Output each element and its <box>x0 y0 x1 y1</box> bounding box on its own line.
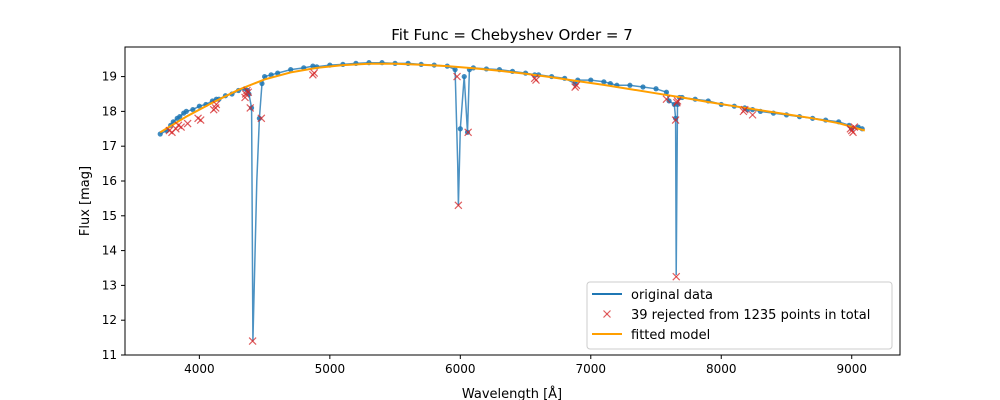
x-axis-ticks: 4000 5000 6000 7000 8000 9000 <box>184 355 867 376</box>
rejected-point-marker <box>740 105 749 114</box>
original-data-point <box>259 80 265 87</box>
rejected-point-marker <box>672 272 681 281</box>
original-data-point <box>666 98 672 104</box>
rejected-point-marker <box>454 201 463 210</box>
x-tick-label: 5000 <box>315 362 346 376</box>
y-tick-label: 16 <box>102 174 117 188</box>
x-tick-label: 7000 <box>576 362 607 376</box>
rejected-point-marker <box>671 116 680 125</box>
legend-label-original: original data <box>631 288 713 303</box>
rejected-point-marker <box>672 98 681 107</box>
plot-frame <box>124 46 901 356</box>
original-data-point <box>601 79 607 85</box>
legend: original data 39 rejected from 1235 poin… <box>586 281 893 350</box>
y-tick-label: 14 <box>102 244 117 258</box>
rejected-point-marker <box>212 100 221 109</box>
original-data-point <box>288 67 294 73</box>
chart-title: Fit Func = Chebyshev Order = 7 <box>391 26 633 44</box>
legend-box <box>586 281 893 350</box>
x-axis-label: Wavelength [Å] <box>462 386 562 400</box>
original-data-point <box>275 70 281 76</box>
rejected-point-marker <box>177 123 186 131</box>
original-data-point <box>461 73 467 80</box>
original-data-point <box>157 131 163 137</box>
rejected-point-marker <box>748 110 757 119</box>
original-data-point <box>196 103 202 109</box>
rejected-point-marker <box>850 123 859 131</box>
rejected-point-marker <box>453 72 461 81</box>
x-tick-label: 8000 <box>706 362 737 376</box>
y-axis-ticks: 11 12 13 14 15 16 17 18 19 <box>102 70 125 362</box>
plot-area <box>157 60 866 346</box>
y-tick-label: 17 <box>102 139 117 153</box>
original-data-point <box>457 126 463 132</box>
original-data-point <box>177 114 183 120</box>
rejected-point-marker <box>310 69 319 78</box>
rejected-point-marker <box>257 114 266 123</box>
legend-label-rejected: 39 rejected from 1235 points in total <box>631 308 870 323</box>
rejected-point-marker <box>532 76 540 84</box>
rejected-point-marker <box>244 88 253 97</box>
rejected-point-marker <box>673 97 682 105</box>
y-tick-label: 13 <box>102 278 117 292</box>
original-data-point <box>190 107 196 113</box>
rejected-point-marker <box>196 116 205 125</box>
rejected-point-marker <box>662 95 671 104</box>
original-data-point <box>653 86 659 92</box>
rejected-point-marker <box>246 103 255 112</box>
x-tick-label: 4000 <box>184 362 215 376</box>
legend-label-fit: fitted model <box>631 328 710 343</box>
y-axis-label: Flux [mag] <box>78 166 93 236</box>
original-data-point <box>663 89 670 95</box>
x-tick-label: 6000 <box>445 362 476 376</box>
original-data-point <box>262 73 268 80</box>
rejected-point-marker <box>248 337 257 346</box>
original-data-point <box>672 115 679 121</box>
original-data-point <box>588 77 594 83</box>
rejected-point-marker <box>183 119 192 128</box>
series-fitted-model-line <box>159 62 866 134</box>
rejected-point-marker <box>171 124 180 133</box>
legend-swatch-rejected <box>603 310 611 318</box>
original-data-point <box>627 82 633 88</box>
x-tick-label: 9000 <box>836 362 867 376</box>
y-tick-label: 18 <box>102 104 117 118</box>
y-tick-label: 11 <box>102 348 117 362</box>
original-data-point <box>183 108 189 114</box>
rejected-point-marker <box>464 128 473 137</box>
original-data-point <box>268 72 274 78</box>
rejected-point-marker <box>572 81 581 90</box>
original-data-point <box>452 67 458 73</box>
original-data-point <box>248 105 255 111</box>
y-tick-label: 19 <box>102 70 117 84</box>
original-data-point <box>640 84 646 90</box>
y-tick-label: 12 <box>102 313 117 327</box>
y-tick-label: 15 <box>102 209 117 223</box>
